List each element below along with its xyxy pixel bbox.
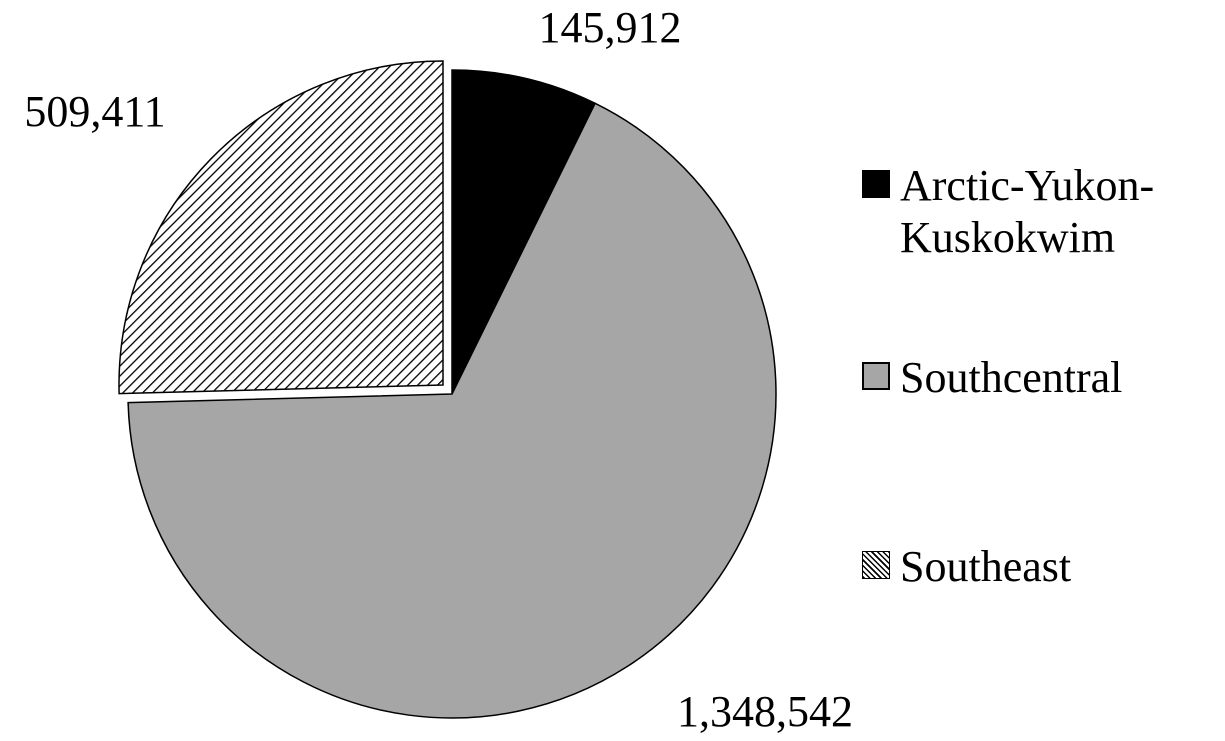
data-label: 1,348,542 <box>677 687 853 736</box>
legend-item: Southcentral <box>862 352 1225 404</box>
data-label: 145,912 <box>539 3 682 52</box>
legend-swatch <box>862 170 890 198</box>
data-label: 509,411 <box>24 87 165 136</box>
pie-slice <box>127 102 777 719</box>
legend-item: Arctic-Yukon-Kuskokwim <box>862 160 1225 264</box>
legend-label: Southeast <box>900 542 1072 591</box>
legend-swatch <box>862 362 890 390</box>
legend-label: Arctic-Yukon-Kuskokwim <box>900 161 1155 262</box>
pie-slice <box>118 60 444 395</box>
pie-slice <box>451 69 597 395</box>
legend-item: Southeast <box>862 541 1225 593</box>
legend-label: Southcentral <box>900 353 1123 402</box>
legend-swatch <box>862 551 890 579</box>
